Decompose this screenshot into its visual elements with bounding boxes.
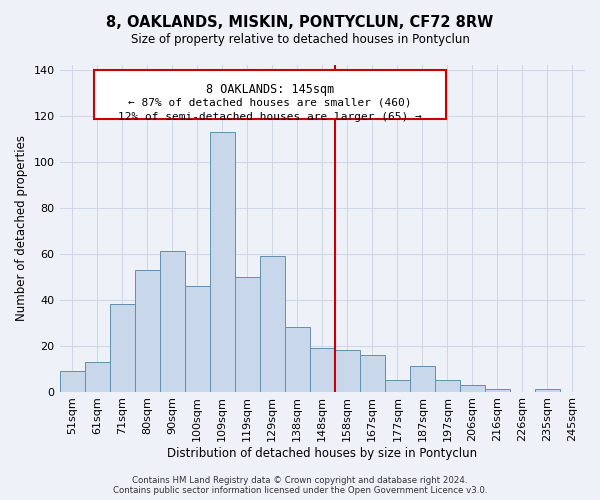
- Bar: [385, 380, 410, 392]
- Text: Contains HM Land Registry data © Crown copyright and database right 2024.: Contains HM Land Registry data © Crown c…: [132, 476, 468, 485]
- Text: ← 87% of detached houses are smaller (460): ← 87% of detached houses are smaller (46…: [128, 98, 412, 108]
- Bar: [185, 286, 209, 392]
- Bar: [460, 384, 485, 392]
- Bar: [360, 355, 385, 392]
- Text: 8 OAKLANDS: 145sqm: 8 OAKLANDS: 145sqm: [206, 83, 334, 96]
- Bar: [260, 256, 285, 392]
- Bar: [85, 362, 110, 392]
- Bar: [209, 132, 235, 392]
- Text: Size of property relative to detached houses in Pontyclun: Size of property relative to detached ho…: [131, 32, 469, 46]
- Text: 12% of semi-detached houses are larger (65) →: 12% of semi-detached houses are larger (…: [118, 112, 422, 122]
- X-axis label: Distribution of detached houses by size in Pontyclun: Distribution of detached houses by size …: [167, 447, 478, 460]
- Bar: [110, 304, 134, 392]
- Bar: [435, 380, 460, 392]
- Bar: [485, 390, 510, 392]
- Bar: [160, 252, 185, 392]
- Bar: [235, 276, 260, 392]
- Y-axis label: Number of detached properties: Number of detached properties: [15, 136, 28, 322]
- Text: 8, OAKLANDS, MISKIN, PONTYCLUN, CF72 8RW: 8, OAKLANDS, MISKIN, PONTYCLUN, CF72 8RW: [106, 15, 494, 30]
- Bar: [335, 350, 360, 392]
- Text: Contains public sector information licensed under the Open Government Licence v3: Contains public sector information licen…: [113, 486, 487, 495]
- Bar: [285, 327, 310, 392]
- FancyBboxPatch shape: [94, 70, 446, 119]
- Bar: [410, 366, 435, 392]
- Bar: [59, 371, 85, 392]
- Bar: [535, 390, 560, 392]
- Bar: [310, 348, 335, 392]
- Bar: [134, 270, 160, 392]
